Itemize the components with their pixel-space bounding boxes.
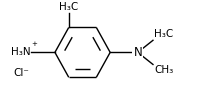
Text: N: N <box>133 46 142 59</box>
Text: H₃N: H₃N <box>11 47 30 57</box>
Text: CH₃: CH₃ <box>154 65 173 75</box>
Text: +: + <box>31 41 37 47</box>
Text: Cl⁻: Cl⁻ <box>14 68 29 78</box>
Text: H₃C: H₃C <box>154 29 173 39</box>
Text: H₃C: H₃C <box>59 2 78 12</box>
